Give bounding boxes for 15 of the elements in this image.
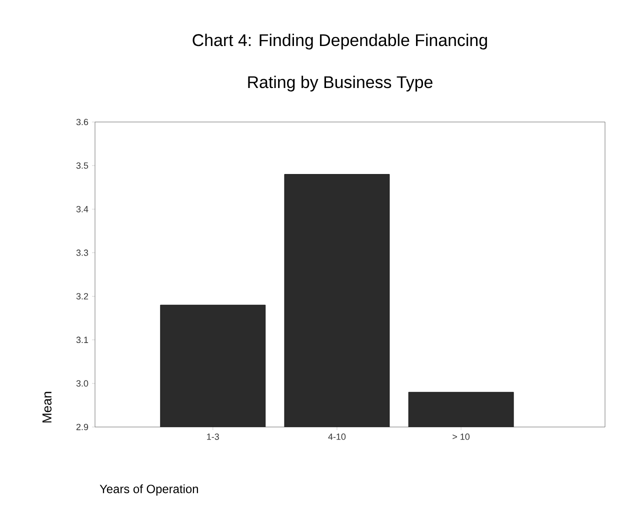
y-tick-label: 3.0 <box>76 380 88 387</box>
y-tick-label: 3.6 <box>76 118 88 126</box>
y-tick-label: 3.4 <box>76 206 88 212</box>
x-axis-title: Years of Operation <box>100 484 198 496</box>
y-tick-label: 3.5 <box>76 162 88 169</box>
y-tick-label: 3.1 <box>76 336 88 344</box>
y-tick-label: 3.3 <box>76 250 88 256</box>
chart-title: Chart 4: Finding Dependable Financing <box>192 34 487 50</box>
chart-subtitle: Rating by Business Type <box>248 76 432 92</box>
x-tick-label: 1-3 <box>207 434 219 440</box>
y-tick-label: 3.2 <box>76 293 88 300</box>
x-tick-label: > 10 <box>452 434 470 440</box>
y-tick-label: 2.9 <box>76 424 88 430</box>
x-tick-label: 4-10 <box>328 434 346 440</box>
y-axis-title: Mean <box>42 392 52 422</box>
